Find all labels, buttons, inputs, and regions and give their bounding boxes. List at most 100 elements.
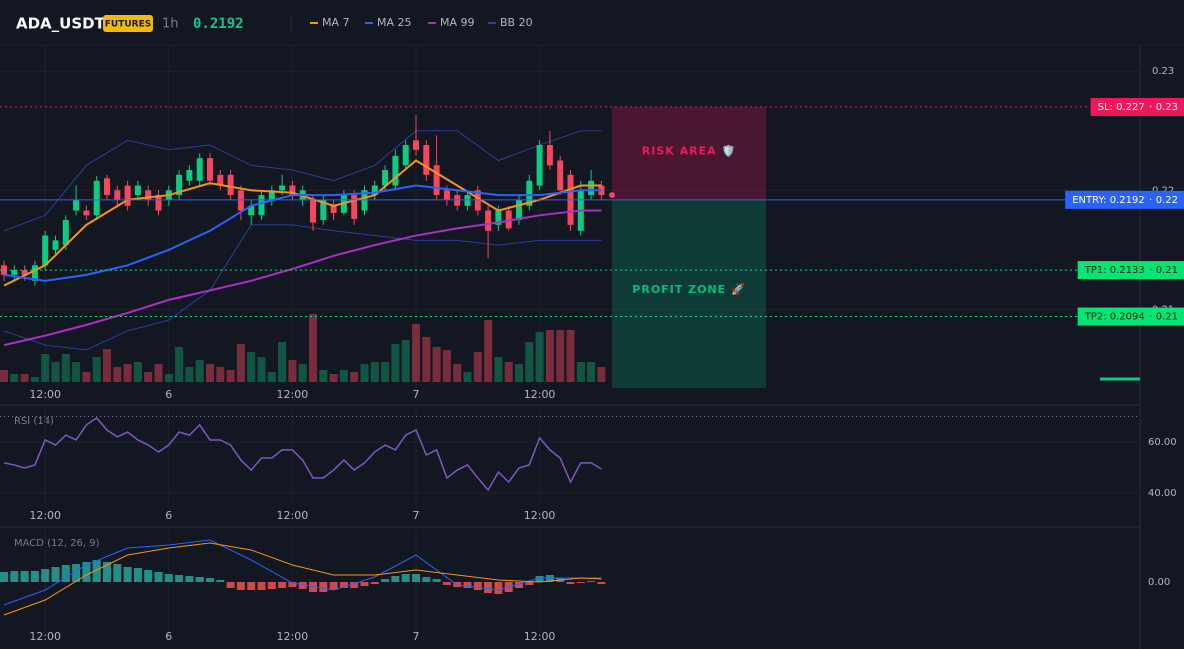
legend-label: MA 99 [440,16,475,29]
badge-label: TP2: 0.2094 [1084,312,1145,323]
macd-histogram [82,562,91,582]
macd-histogram [370,582,379,584]
macd-histogram [422,577,431,582]
macd-histogram [20,571,29,582]
ma-line [3,209,602,347]
macd-histogram [175,575,184,582]
candle-body [289,185,296,196]
volume-bar [422,337,431,382]
volume-bar [113,367,122,382]
candle-body [495,210,502,225]
macd-histogram [515,582,523,588]
candle-body [114,190,121,200]
macd-histogram [154,572,163,582]
volume-bar [41,354,50,382]
candle-body [392,155,399,186]
candle-body [546,145,553,166]
macd-histogram [535,576,544,582]
volume-bar [401,340,410,382]
volume-bar [123,364,132,382]
volume-bar [545,330,554,382]
x-tick-label: 6 [165,509,172,522]
macd-histogram [566,582,575,584]
candle-body [330,205,337,213]
candle-body [371,185,378,196]
macd-line [3,542,602,616]
macd-histogram [0,572,8,582]
last-price: 0.2192 [193,16,244,32]
volume-bar [494,357,503,382]
volume-bar [463,372,472,382]
volume-bar [484,320,493,382]
macd-histogram [226,582,235,588]
volume-bar [587,362,596,382]
legend-label: BB 20 [500,16,533,29]
level-badge: 0.21 · TP2: 0.2094 [1077,307,1184,326]
volume-bar [30,377,39,382]
macd-histogram [195,577,204,582]
macd-histogram [401,574,410,582]
macd-histogram [164,574,173,582]
y-tick-label: 0.00 [1148,577,1170,588]
volume-bar [10,374,19,382]
x-tick-label: 6 [165,388,172,401]
last-price-dot [609,192,615,199]
candle-body [423,145,430,175]
macd-histogram [288,582,297,587]
badge-bg [1065,190,1184,209]
macd-histogram [72,564,81,582]
volume-bar [504,362,513,382]
candle-body [42,235,49,266]
volume-bar [0,370,8,382]
badge-bg [103,15,153,32]
x-tick-label: 12:00 [277,388,309,401]
badge-sep: · [1149,195,1152,206]
candle-body [62,220,69,246]
x-tick-label: 12:00 [524,630,556,643]
candle-body [134,185,141,196]
y-tick-label: 0.23 [1152,66,1174,77]
candle-body [402,145,409,166]
candle-body [443,190,450,200]
candle-body [176,174,183,196]
candle-body [207,158,213,181]
volume-bar [309,314,317,382]
ma-line [3,159,602,287]
x-tick-label: 12:00 [277,630,309,643]
macd-histogram [185,576,194,582]
volume-bar [391,344,400,382]
candle-body [83,210,90,216]
volume-bar [278,342,287,382]
volume-bar [154,364,163,382]
candle-body [454,195,461,206]
macd-histogram [298,582,307,589]
volume-bar [298,364,307,382]
macd-histogram [329,582,338,590]
macd-histogram [144,570,153,582]
candle-body [258,195,265,216]
volume-bar [319,370,328,382]
volume-bar [267,372,276,382]
volume-bar [226,370,235,382]
volume-bar [206,364,214,382]
macd-histogram [10,571,19,582]
candle-body [351,195,358,219]
candle-body [516,199,522,221]
volume-bar [72,362,81,382]
volume-bar [556,330,565,382]
volume-bar [103,349,111,382]
volume-bar [175,347,184,382]
legend-label: MA 25 [377,16,412,29]
candle-body [237,190,244,211]
candle-body [124,185,131,206]
volume-bar [576,362,585,382]
macd-histogram [442,582,451,585]
macd-histogram [267,582,276,589]
volume-bar [360,364,369,382]
badge-tick: 0.22 [1156,195,1178,206]
badge-label: TP1: 0.2133 [1084,265,1145,276]
badge-sep: · [1149,265,1152,276]
volume-bar [453,364,462,382]
interval: 1h [162,17,179,32]
